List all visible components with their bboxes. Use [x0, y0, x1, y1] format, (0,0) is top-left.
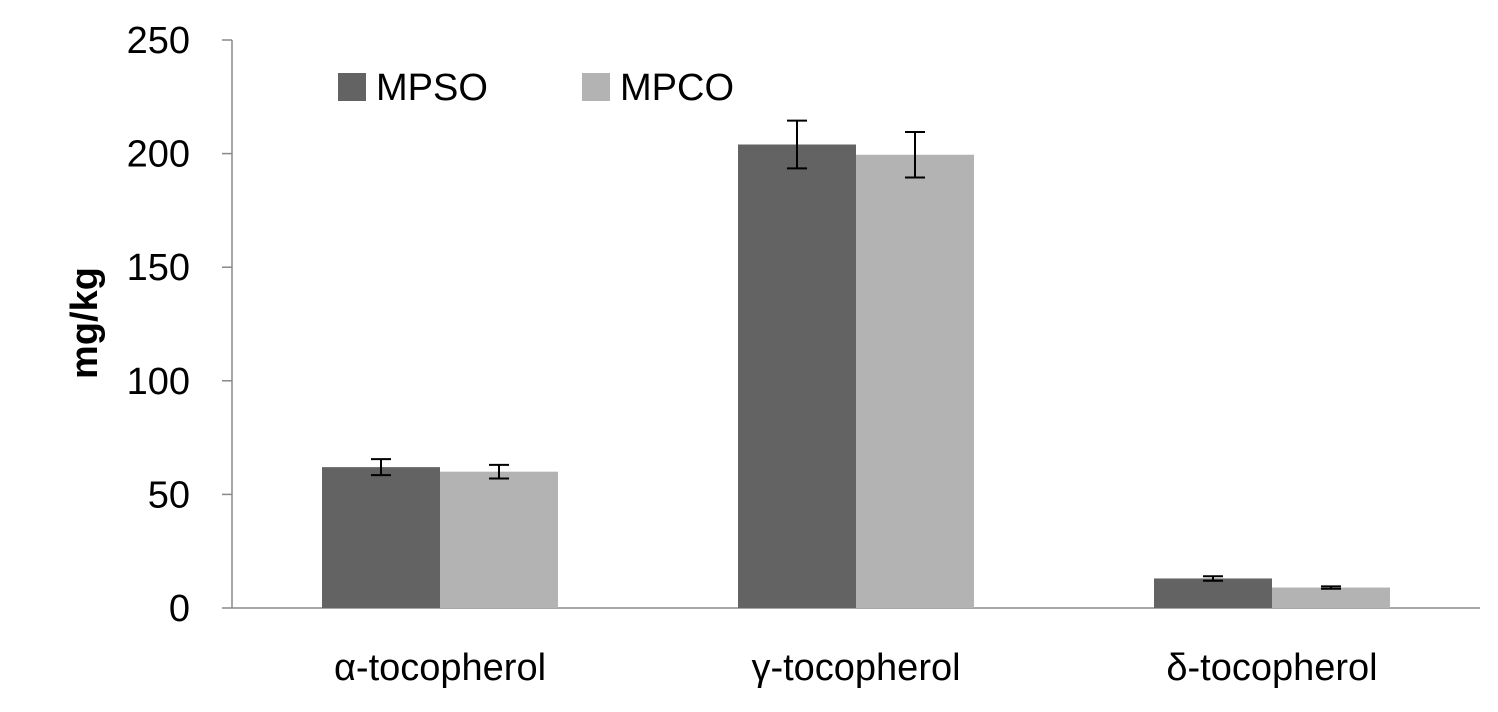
legend-swatch-mpso: [338, 73, 366, 101]
category-label: δ-tocopherol: [1166, 647, 1377, 689]
y-tick-label: 0: [169, 588, 190, 630]
bar-mpso-0: [322, 467, 440, 608]
y-tick-label: 200: [127, 134, 190, 176]
y-tick-label: 250: [127, 20, 190, 62]
error-bars: [371, 119, 1341, 590]
y-tick-label: 150: [127, 247, 190, 289]
category-label: γ-tocopherol: [751, 647, 960, 689]
y-tick-label: 100: [127, 361, 190, 403]
legend-label-mpco: MPCO: [620, 67, 734, 109]
bar-mpco-1: [856, 154, 974, 608]
legend: MPSO MPCO: [338, 67, 734, 109]
bar-mpco-2: [1272, 587, 1390, 608]
y-axis: 0 50 100 150 200 250: [127, 20, 233, 630]
bars: [322, 144, 1390, 608]
legend-swatch-mpco: [582, 73, 610, 101]
category-labels: α-tocopherol γ-tocopherol δ-tocopherol: [334, 647, 1378, 689]
category-label: α-tocopherol: [334, 647, 546, 689]
bar-mpso-1: [738, 144, 856, 608]
bar-mpco-0: [440, 471, 558, 608]
legend-label-mpso: MPSO: [376, 67, 488, 109]
y-tick-label: 50: [148, 474, 190, 516]
y-axis-title: mg/kg: [64, 267, 106, 379]
bar-mpso-2: [1154, 578, 1272, 608]
